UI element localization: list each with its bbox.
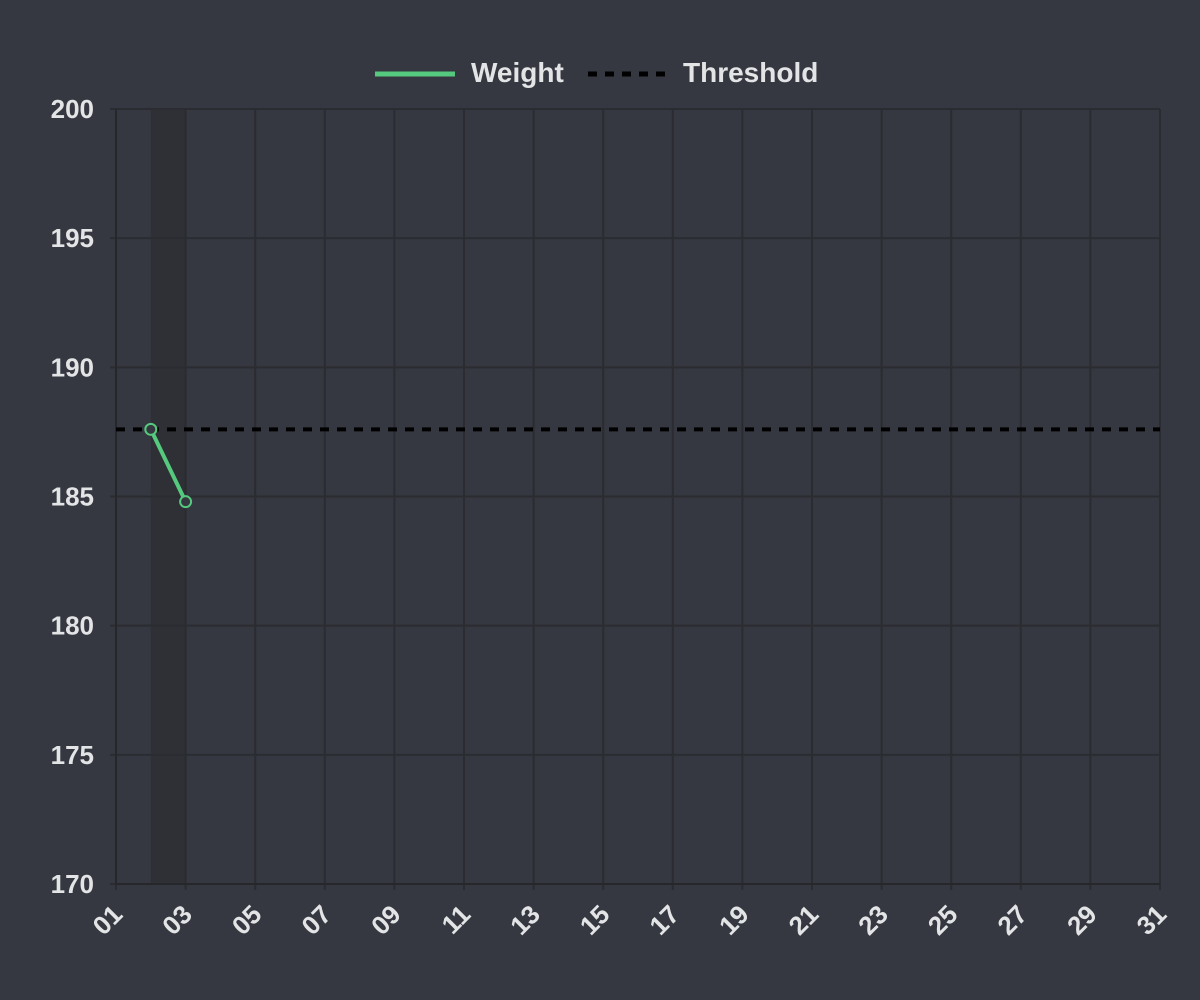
y-tick-label: 190: [51, 352, 94, 382]
x-tick-label: 15: [574, 899, 616, 941]
x-tick-label: 29: [1061, 899, 1103, 941]
y-tick-label: 185: [51, 482, 94, 512]
x-tick-label: 31: [1131, 899, 1173, 941]
x-tick-label: 19: [713, 899, 755, 941]
weight-point: [179, 495, 193, 509]
legend-weight-label: Weight: [471, 57, 564, 88]
x-tick-label: 03: [156, 899, 198, 941]
y-tick-label: 175: [51, 740, 94, 770]
y-tick-label: 195: [51, 223, 94, 253]
y-tick-label: 180: [51, 611, 94, 641]
x-tick-label: 21: [783, 899, 825, 941]
x-tick-label: 09: [365, 899, 407, 941]
y-tick-label: 170: [51, 869, 94, 899]
x-tick-label: 25: [922, 899, 964, 941]
x-tick-label: 23: [852, 899, 894, 941]
x-tick-label: 05: [226, 899, 268, 941]
x-tick-label: 17: [643, 899, 685, 941]
y-tick-label: 200: [51, 94, 94, 124]
x-tick-label: 07: [295, 899, 337, 941]
x-tick-label: 11: [436, 899, 477, 940]
legend-threshold-label: Threshold: [683, 57, 818, 88]
x-tick-label: 01: [87, 899, 129, 941]
weight-line: [148, 427, 188, 504]
x-tick-label: 27: [991, 899, 1033, 941]
x-tick-label: 13: [504, 899, 546, 941]
weight-point: [144, 422, 158, 436]
